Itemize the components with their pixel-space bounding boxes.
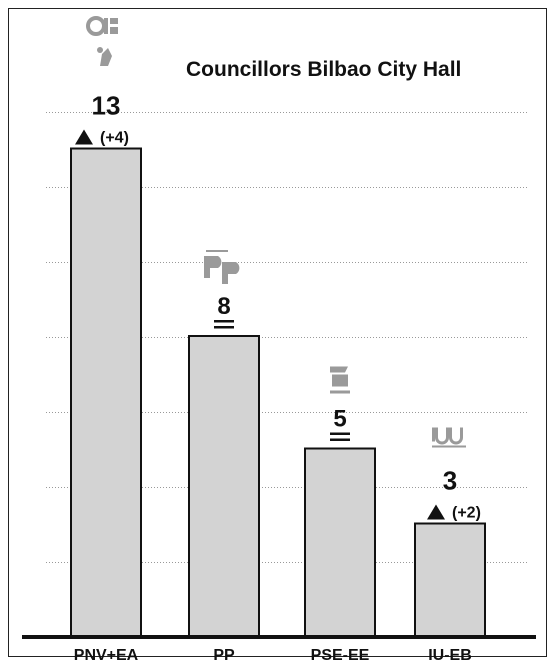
iu-eb-logo-icon <box>432 427 466 448</box>
equal-icon <box>330 438 350 441</box>
category-label: PSE-EE <box>311 647 370 664</box>
pse-ee-logo-icon <box>330 366 350 394</box>
chart-title: Councillors Bilbao City Hall <box>186 58 462 81</box>
category-label: PNV+EA <box>74 647 139 664</box>
up-arrow-icon <box>75 129 93 145</box>
equal-icon <box>214 326 234 329</box>
equal-icon <box>214 320 234 323</box>
change-label: (+2) <box>452 505 481 522</box>
bar-iu-eb <box>414 522 486 637</box>
value-label: 8 <box>217 293 230 320</box>
category-label: IU-EB <box>428 647 472 664</box>
equal-icon <box>330 432 350 435</box>
bar-pse-ee <box>304 447 376 637</box>
value-label: 5 <box>333 406 346 433</box>
category-label: PP <box>213 647 235 664</box>
value-label: 13 <box>92 91 121 121</box>
value-label: 3 <box>443 466 457 496</box>
bar-pp <box>188 335 260 637</box>
bar-pnv-ea <box>70 147 142 637</box>
change-label: (+4) <box>100 130 129 147</box>
chart-frame <box>8 8 547 657</box>
pp-logo-icon <box>204 250 240 284</box>
up-arrow-icon <box>427 504 445 520</box>
pnv-ea-logo-icon <box>86 16 118 66</box>
